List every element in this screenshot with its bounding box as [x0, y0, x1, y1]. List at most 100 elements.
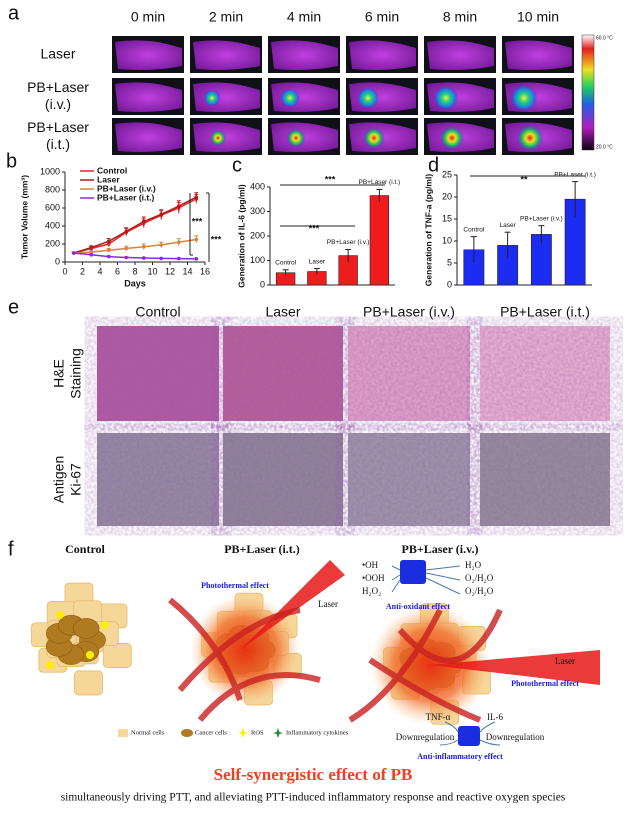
arrows — [391, 565, 461, 595]
point — [89, 253, 94, 257]
y-tick-label: 600 — [45, 202, 60, 212]
column-header: 8 min — [443, 9, 477, 25]
colorbar-label: 20.0 °C — [596, 144, 613, 150]
y-axis-label: Tumor Volume (mm³) — [19, 175, 29, 259]
x-tick-label: 2 — [80, 266, 85, 276]
y-tick-label: 1000 — [40, 166, 60, 176]
thermal-body — [505, 40, 572, 70]
panel-label: b — [6, 150, 17, 172]
x-tick-label: 16 — [200, 266, 210, 276]
x-tick-label: 12 — [165, 266, 175, 276]
hot-spot — [439, 125, 465, 151]
series-line — [73, 252, 197, 260]
panel-label: f — [8, 538, 14, 560]
category-label: Control — [463, 226, 485, 233]
x-tick-label: 8 — [132, 266, 137, 276]
micrograph-texture — [480, 326, 610, 421]
ros-product: O₂/H₂O — [465, 586, 494, 596]
laser-label: Laser — [555, 656, 575, 666]
micrograph-texture — [348, 326, 470, 421]
point — [124, 229, 129, 234]
hot-spot — [363, 127, 385, 149]
point — [176, 204, 181, 208]
y-tick-label: 5 — [447, 257, 452, 267]
schematic-title: Self-synergistic effect of PB — [214, 765, 413, 784]
column-header: Laser — [265, 304, 300, 320]
arrows — [439, 721, 501, 746]
micrograph-texture — [223, 433, 343, 526]
cytokine-label: IL-6 — [487, 712, 503, 722]
legend-label: PB+Laser (i.v.) — [97, 183, 156, 193]
panel-label: d — [428, 154, 439, 176]
column-header: 0 min — [131, 9, 165, 25]
laser-beam — [430, 650, 600, 685]
y-tick-label: 200 — [45, 238, 60, 248]
column-header: 10 min — [517, 9, 559, 25]
blood-vessel — [168, 597, 321, 722]
micrograph-texture — [348, 433, 470, 526]
point — [141, 256, 146, 260]
normal-cell — [74, 670, 103, 696]
point — [159, 256, 164, 261]
y-tick-label: 25 — [442, 169, 452, 179]
effect-label: Photothermal effect — [511, 679, 579, 688]
ros — [101, 621, 109, 629]
panel-label: a — [8, 2, 20, 24]
panel-label: e — [8, 296, 19, 318]
thermal-body — [115, 122, 182, 152]
legend-label: Inflammatory cytokines — [286, 729, 349, 736]
significance: *** — [325, 174, 336, 184]
pb-box — [400, 560, 426, 584]
effect-label: Anti-inflammatory effect — [417, 752, 503, 761]
ros — [46, 661, 54, 669]
hot-spot — [433, 85, 459, 111]
regulation-label: Downregulation — [486, 732, 545, 742]
scheme-heading: Control — [65, 542, 105, 556]
column-header: PB+Laser (i.t.) — [500, 304, 590, 320]
point — [106, 239, 111, 244]
column-header: 2 min — [209, 9, 243, 25]
y-tick-label: 200 — [250, 230, 265, 240]
legend-label: Cancer cells — [195, 729, 227, 736]
hot-spot — [510, 84, 538, 112]
category-label: PB+Laser (i.v.) — [327, 239, 370, 246]
point — [124, 255, 129, 260]
legend-icon — [118, 729, 128, 737]
significance: *** — [192, 216, 203, 226]
row-label: (i.v.) — [45, 96, 71, 112]
hot-spot — [357, 87, 379, 109]
category-label: Laser — [499, 222, 516, 229]
hot-spot — [516, 124, 544, 152]
x-tick-label: 0 — [62, 266, 67, 276]
y-tick-label: 15 — [442, 213, 452, 223]
ros-label: H₂O₂ — [362, 586, 381, 596]
thermal-body — [271, 40, 338, 70]
legend-label: ROS — [251, 729, 264, 736]
series-line — [73, 196, 197, 254]
point — [141, 244, 146, 249]
thermal-body — [115, 82, 182, 112]
panel-label: c — [232, 154, 242, 176]
laser-label: Laser — [318, 599, 338, 609]
legend-icon — [273, 728, 283, 738]
category-label: Control — [275, 260, 297, 267]
effect-label: Anti-oxidant effect — [386, 602, 451, 611]
point — [71, 251, 76, 255]
y-tick-label: 100 — [250, 255, 265, 265]
y-tick-label: 20 — [442, 191, 452, 201]
point — [194, 237, 199, 242]
x-tick-label: 10 — [147, 266, 157, 276]
point — [89, 245, 94, 250]
y-axis-label: Generation of IL-6 (pg/ml) — [236, 184, 246, 288]
thermal-body — [115, 40, 182, 70]
significance: ** — [520, 174, 528, 184]
normal-cell — [102, 643, 132, 668]
cancer-cell — [72, 618, 100, 639]
y-axis-label: Generation of TNF-a (pg/ml) — [423, 174, 433, 287]
scheme-heading: PB+Laser (i.v.) — [402, 542, 479, 556]
category-label: PB+Laser (i.v.) — [520, 215, 563, 222]
y-tick-label: 0 — [260, 279, 265, 289]
hot-spot — [203, 89, 221, 107]
row-label: Ki-67 — [68, 463, 84, 496]
